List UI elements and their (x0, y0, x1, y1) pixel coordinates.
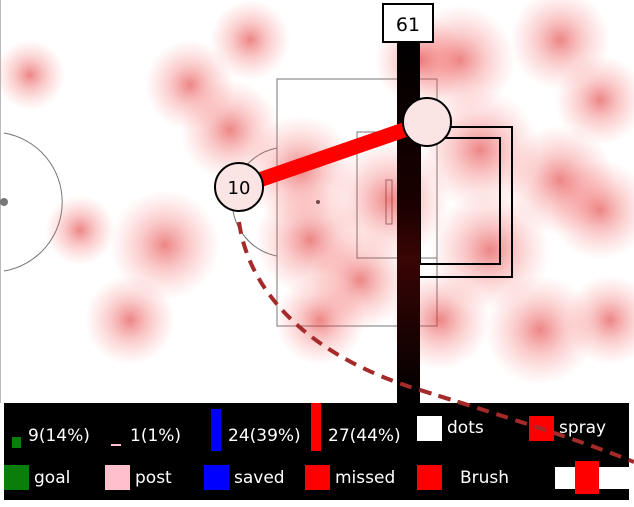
timeline-bar[interactable] (397, 40, 420, 403)
spray-icon[interactable] (529, 416, 554, 441)
heatmap-layer (0, 0, 634, 385)
saved-legend-label: saved (234, 468, 285, 488)
goal-stat-text: 9(14%) (28, 426, 90, 446)
saved-stat-text: 24(39%) (228, 426, 301, 446)
minute-label: 61 (396, 14, 420, 36)
post-swatch-icon (105, 465, 130, 490)
pass-line (236, 114, 430, 195)
heat-blob (565, 275, 634, 365)
spray-option[interactable]: spray (559, 418, 607, 438)
minute-box (382, 3, 434, 43)
saved-stat-bar (211, 409, 221, 451)
player-number: 10 (228, 178, 251, 199)
heat-blob (85, 275, 175, 365)
heat-blob (485, 275, 595, 385)
heat-blob (45, 195, 115, 265)
heat-blob (310, 230, 410, 330)
player-marker[interactable] (214, 162, 264, 212)
brush-icon[interactable] (417, 465, 442, 490)
post-stat-bar (111, 444, 121, 446)
missed-swatch-icon (305, 465, 330, 490)
missed-legend-label: missed (335, 468, 396, 488)
post-legend-label: post (135, 468, 172, 488)
dots-option[interactable]: dots (447, 418, 484, 438)
center-spot (0, 198, 8, 206)
missed-stat-text: 27(44%) (328, 426, 401, 446)
heat-blob (210, 0, 290, 80)
saved-swatch-icon (204, 465, 229, 490)
legend-panel: 9(14%) 1(1%) 24(39%) 27(44%) dots spray … (4, 403, 629, 500)
heat-blob (505, 125, 615, 235)
post-stat-text: 1(1%) (130, 426, 182, 446)
heat-blob (110, 190, 220, 300)
missed-stat-bar (311, 403, 321, 451)
goal-swatch-icon (4, 465, 29, 490)
goal-legend-label: goal (34, 468, 71, 488)
pitch-canvas: 61 10 (0, 0, 634, 403)
heat-blob (0, 40, 65, 110)
brush-option[interactable]: Brush (460, 468, 510, 488)
target-player-marker[interactable] (402, 97, 452, 147)
dots-icon[interactable] (417, 416, 442, 441)
red-toggle-slider-icon[interactable] (575, 461, 599, 494)
goal-stat-bar (12, 437, 21, 448)
heat-blob (555, 55, 634, 145)
